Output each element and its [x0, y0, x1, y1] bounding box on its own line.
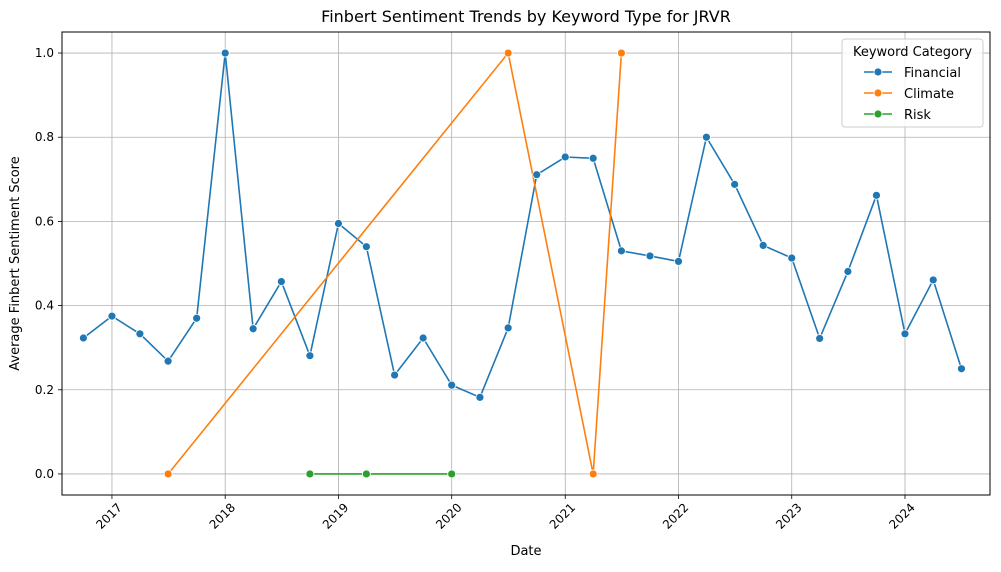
data-point-financial: [305, 351, 315, 361]
data-point-financial: [928, 275, 938, 285]
data-point-financial: [390, 370, 400, 380]
plot-frame: [61, 31, 991, 496]
data-point-financial: [107, 311, 117, 321]
data-point-climate: [503, 48, 513, 58]
y-tick-label: 0.8: [35, 130, 54, 144]
legend-box: [841, 38, 984, 128]
data-point-risk: [361, 469, 371, 479]
data-point-financial: [872, 190, 881, 200]
data-point-financial: [532, 170, 542, 180]
legend-marker-risk: [873, 109, 883, 119]
legend-label-climate: Climate: [904, 87, 954, 102]
x-tick-label: 2022: [660, 500, 691, 531]
y-axis-label: Average Finbert Sentiment Score: [8, 156, 23, 370]
data-point-financial: [957, 364, 966, 374]
legend: Keyword Category Financial Climate Risk: [841, 38, 984, 128]
data-point-climate: [617, 48, 626, 58]
data-point-risk: [447, 469, 457, 479]
series-line-climate: [167, 51, 623, 475]
data-point-financial: [220, 48, 230, 58]
data-point-financial: [192, 313, 202, 323]
y-tick-label: 1.0: [35, 46, 54, 60]
data-point-climate: [588, 469, 598, 479]
x-tick-label: 2018: [207, 500, 238, 531]
data-point-financial: [815, 334, 825, 343]
legend-label-financial: Financial: [904, 66, 961, 81]
data-point-financial: [560, 152, 570, 162]
x-tick-label: 2017: [93, 500, 124, 531]
data-point-financial: [248, 324, 258, 334]
legend-title: Keyword Category: [853, 45, 972, 60]
data-point-financial: [361, 242, 371, 252]
data-point-financial: [418, 333, 428, 343]
series-line-financial: [82, 52, 963, 399]
y-tick-label: 0.6: [35, 214, 54, 228]
x-tick-label: 2019: [320, 500, 351, 531]
y-tick-label: 0.2: [35, 383, 54, 397]
x-tick-label: 2024: [886, 500, 917, 531]
data-point-financial: [334, 219, 343, 228]
x-tick-label: 2021: [547, 500, 578, 531]
chart-title: Finbert Sentiment Trends by Keyword Type…: [321, 7, 731, 26]
data-point-financial: [617, 246, 626, 256]
data-point-financial: [475, 392, 485, 402]
data-point-financial: [674, 256, 683, 266]
x-tick-label: 2023: [773, 500, 804, 531]
legend-marker-climate: [873, 88, 883, 98]
data-point-financial: [787, 253, 797, 263]
data-point-financial: [447, 380, 457, 390]
data-point-financial: [503, 323, 513, 333]
data-point-financial: [79, 333, 88, 343]
data-point-risk: [305, 469, 315, 479]
data-point-financial: [758, 241, 768, 250]
x-axis-label: Date: [510, 544, 541, 559]
legend-label-risk: Risk: [904, 108, 931, 123]
markers-layer: [79, 48, 966, 479]
y-tick-label: 0.0: [35, 467, 54, 481]
data-point-financial: [900, 329, 910, 339]
data-point-financial: [588, 153, 598, 163]
data-point-financial: [702, 132, 711, 142]
x-tick-label: 2020: [433, 500, 464, 531]
legend-marker-financial: [873, 67, 883, 77]
data-point-financial: [730, 179, 740, 189]
data-point-financial: [163, 356, 173, 366]
data-point-financial: [843, 267, 853, 276]
data-point-financial: [276, 277, 286, 286]
y-tick-label: 0.4: [35, 299, 54, 313]
data-point-financial: [135, 329, 145, 339]
data-point-financial: [645, 251, 655, 261]
ticks-layer: 2017 2018 2019 2020 2021 2022 2023 2024 0.0 0.2 0.…: [35, 46, 918, 532]
data-point-climate: [163, 469, 173, 479]
lines-layer: [82, 51, 963, 475]
